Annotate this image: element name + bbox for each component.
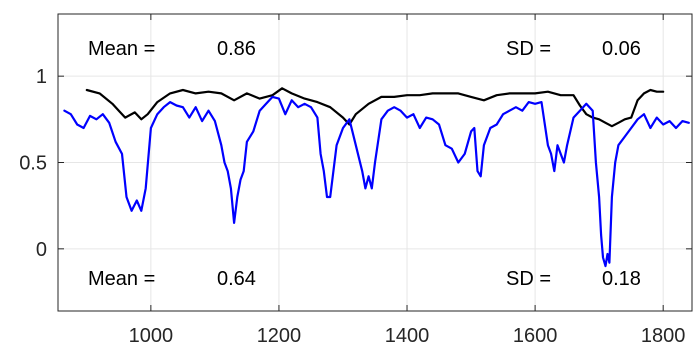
bottom-mean-label: Mean =: [88, 268, 155, 290]
series-layer: [63, 87, 690, 268]
x-tick-label: 1600: [513, 325, 558, 347]
bottom-sd-value: 0.18: [602, 268, 641, 290]
grid-lines: [58, 14, 692, 311]
bottom-sd-label: SD =: [506, 268, 551, 290]
series-line-2: [63, 95, 690, 268]
series-line-1: [85, 87, 665, 128]
x-tick-label: 1000: [129, 325, 174, 347]
y-tick-label: 0.5: [19, 153, 47, 175]
axis-ticks: 1000 1200 1400 1600 1800 0 0.5 1: [19, 14, 692, 347]
top-mean-value: 0.86: [217, 38, 256, 60]
x-tick-label: 1800: [641, 325, 686, 347]
y-tick-label: 1: [36, 66, 47, 88]
bottom-mean-value: 0.64: [217, 268, 256, 290]
top-mean-label: Mean =: [88, 38, 155, 60]
top-sd-value: 0.06: [602, 38, 641, 60]
y-tick-label: 0: [36, 239, 47, 261]
top-sd-label: SD =: [506, 38, 551, 60]
x-tick-label: 1400: [385, 325, 430, 347]
x-tick-label: 1200: [257, 325, 302, 347]
